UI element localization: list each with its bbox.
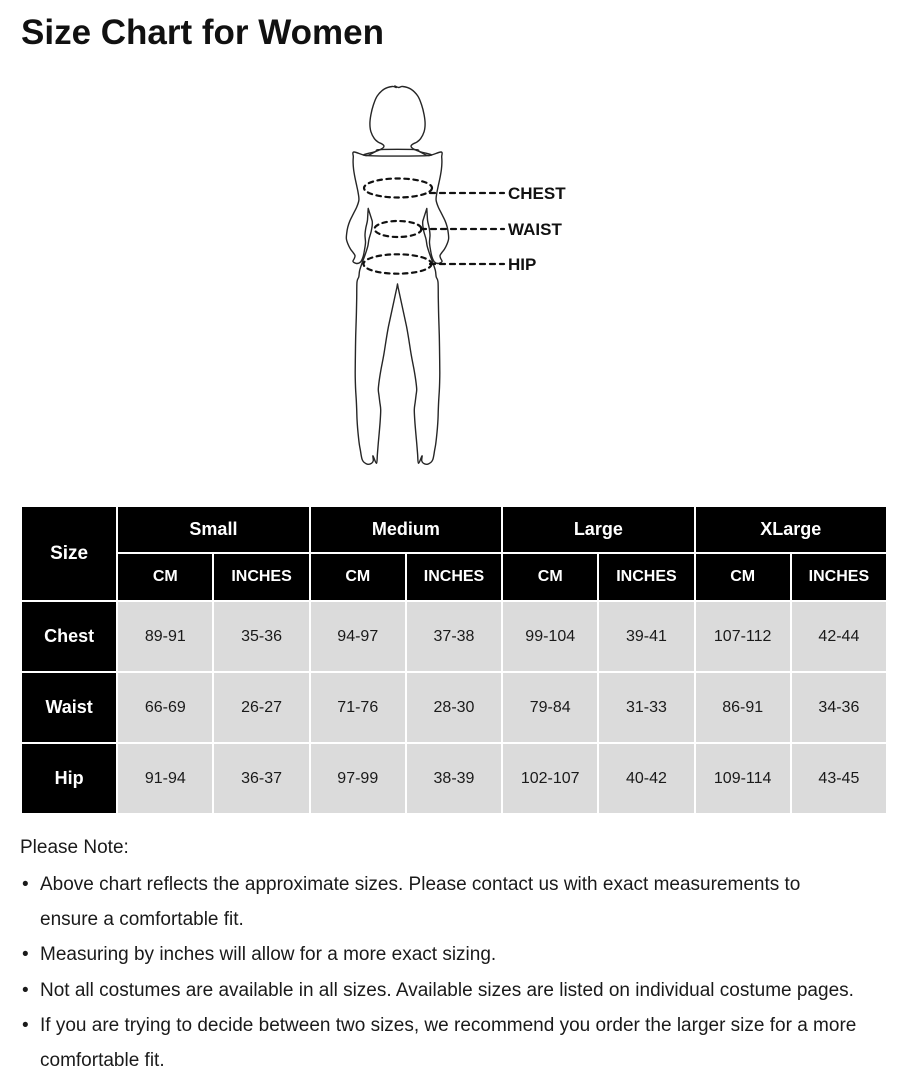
svg-text:CHEST: CHEST [508,184,566,203]
svg-text:HIP: HIP [508,255,536,274]
svg-text:WAIST: WAIST [508,220,562,239]
